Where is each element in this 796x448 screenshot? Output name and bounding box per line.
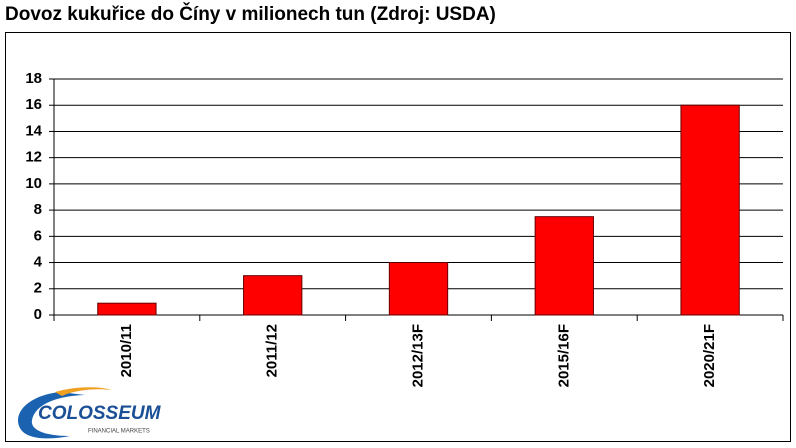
bar xyxy=(97,302,157,316)
y-tick-label: 10 xyxy=(25,175,42,192)
bar xyxy=(388,262,449,316)
x-tick-label: 2010/11 xyxy=(118,324,135,377)
y-tick-label: 2 xyxy=(34,280,42,297)
x-tick-label: 2012/13F xyxy=(409,324,426,387)
logo-name: COLOSSEUM xyxy=(38,403,162,424)
logo-swoosh-accent xyxy=(55,387,112,396)
bar xyxy=(534,216,594,316)
y-tick-label: 16 xyxy=(25,96,42,113)
y-tick-label: 12 xyxy=(25,149,42,166)
y-tick-label: 6 xyxy=(34,227,42,244)
chart-title: Dovoz kukuřice do Číny v milionech tun (… xyxy=(5,3,496,25)
y-tick-label: 18 xyxy=(25,70,42,87)
bar xyxy=(243,275,303,316)
logo: COLOSSEUM FINANCIAL MARKETS xyxy=(18,387,162,439)
x-tick-label: 2011/12 xyxy=(264,324,281,377)
y-tick-label: 0 xyxy=(34,306,42,323)
y-tick-label: 4 xyxy=(34,254,43,271)
bar xyxy=(680,104,740,316)
chart-frame xyxy=(5,32,791,442)
y-tick-label: 14 xyxy=(25,122,42,139)
x-tick-label: 2015/16F xyxy=(555,324,572,387)
x-tick-label: 2020/21F xyxy=(701,324,718,387)
logo-tagline: FINANCIAL MARKETS xyxy=(88,429,150,435)
y-tick-label: 8 xyxy=(34,201,42,218)
logo-swoosh xyxy=(18,392,85,439)
